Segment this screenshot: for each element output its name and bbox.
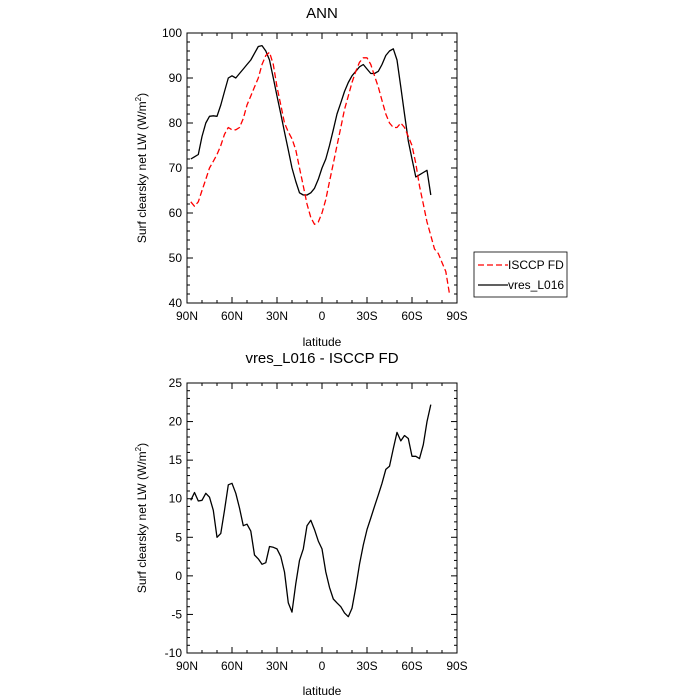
bottom-plot-frame: [186, 382, 458, 654]
legend: ISCCP FD vres_L016: [473, 251, 568, 298]
top-x-tick-label: 30N: [266, 309, 288, 323]
top-x-tick-label: 90N: [176, 309, 198, 323]
y-axis-label-bottom: Surf clearsky net LW (W/m2): [134, 443, 149, 593]
top-y-tick-label: 60: [169, 206, 183, 220]
bottom-x-tick-label: 30S: [356, 659, 377, 673]
legend-label-vres: vres_L016: [508, 278, 564, 292]
y-axis-label-top: Surf clearsky net LW (W/m2): [134, 93, 149, 243]
bottom-plot-area: 90N 60N 30N 0 30S 60S 90S -10 -5 0 5 10 15 20 25: [165, 376, 468, 673]
bottom-y-tick-label: 5: [175, 530, 182, 544]
bottom-y-tick-label: 25: [169, 376, 183, 390]
top-x-tick-label: 60N: [221, 309, 243, 323]
top-y-tick-label: 50: [169, 251, 183, 265]
chart-title-top: ANN: [306, 5, 338, 22]
bottom-y-tick-label: -10: [165, 646, 183, 660]
x-axis-label-bottom: latitude: [303, 684, 342, 698]
top-x-tick-label: 30S: [356, 309, 377, 323]
bottom-x-tick-label: 0: [319, 659, 326, 673]
top-y-tick-label: 40: [169, 296, 183, 310]
legend-box: [473, 251, 568, 298]
bottom-y-tick-label: 15: [169, 453, 183, 467]
bottom-x-tick-label: 90N: [176, 659, 198, 673]
top-plot-area: 90N 60N 30N 0 30S 60S 90S 40 50 60 70 80 90 100: [162, 26, 468, 323]
top-series-vres-l016: [190, 44, 432, 196]
top-x-tick-label: 60S: [401, 309, 422, 323]
top-y-tick-label: 100: [162, 26, 182, 40]
legend-label-isccp: ISCCP FD: [508, 258, 564, 272]
top-y-tick-label: 70: [169, 161, 183, 175]
bottom-y-tick-label: 0: [175, 569, 182, 583]
x-axis-label-top: latitude: [303, 335, 342, 349]
top-y-tick-label: 80: [169, 116, 183, 130]
bottom-x-tick-label: 90S: [446, 659, 467, 673]
bottom-x-tick-label: 60S: [401, 659, 422, 673]
top-x-tick-label: 0: [319, 309, 326, 323]
bottom-y-tick-label: 20: [169, 415, 183, 429]
top-y-tick-label: 90: [169, 71, 183, 85]
chart-title-bottom: vres_L016 - ISCCP FD: [245, 350, 398, 367]
top-x-tick-label: 90S: [446, 309, 467, 323]
bottom-x-tick-label: 60N: [221, 659, 243, 673]
top-series-isccp-fd: [190, 51, 451, 295]
bottom-series-vres-l016-isccp-fd: [190, 404, 432, 618]
bottom-y-tick-label: 10: [169, 492, 183, 506]
bottom-y-tick-label: -5: [171, 607, 182, 621]
bottom-x-tick-label: 30N: [266, 659, 288, 673]
